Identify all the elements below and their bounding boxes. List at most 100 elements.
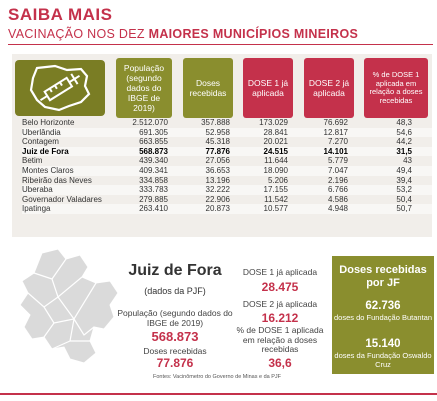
section-title: SAIBA MAIS (8, 5, 113, 24)
table-row-highlight: Juiz de Fora 568.873 77.876 24.515 14.101 31,… (22, 146, 432, 157)
table-row: Governador Valadares 279.885 22.906 11.542 4… (22, 195, 432, 205)
dose2-cell: 2.196 (327, 175, 348, 185)
dose2-cell: 12.817 (323, 127, 348, 137)
city-cell: Betim (22, 156, 43, 166)
subtitle-bold: MAIORES MUNICÍPIOS MINEIROS (148, 27, 359, 41)
pop-cell: 439.340 (139, 156, 168, 166)
jf-pct-value: 36,6 (268, 356, 292, 370)
table-row: Ribeirão das Neves 334.858 13.196 5.206 2.19… (22, 176, 432, 186)
doses-received-box: Doses recebidas por JF 62.736 doses do F… (332, 256, 434, 374)
doses-box-title: Doses recebidas por JF (339, 264, 427, 289)
fiocruz-label: doses da Fundação Oswaldo Cruz (334, 351, 432, 369)
pop-cell: 263.410 (139, 204, 168, 214)
jf-source: (dados da PJF) (144, 286, 206, 296)
pop-cell: 409.341 (139, 165, 168, 175)
jf-dose2-value: 16.212 (261, 311, 299, 325)
dose1-cell: 10.577 (263, 204, 288, 214)
city-cell: Juiz de Fora (22, 146, 69, 156)
footer-source: Fontes: Vacinômetro do Governo de Minas … (153, 374, 281, 380)
pct-cell: 53,2 (396, 185, 412, 195)
city-cell: Uberlândia (22, 127, 61, 137)
pct-cell: 39,4 (396, 175, 412, 185)
table-row: Betim 439.340 27.056 11.644 5.779 43 (22, 156, 432, 166)
dose1-cell: 5.206 (267, 175, 288, 185)
doses-cell: 77.876 (205, 146, 230, 156)
doses-cell: 357.888 (201, 118, 230, 127)
pct-cell: 50,7 (396, 204, 412, 214)
doses-cell: 22.906 (205, 194, 230, 204)
pct-cell: 54,6 (396, 127, 412, 137)
col-header-dose2: DOSE 2 já aplicada (304, 58, 354, 118)
dose2-cell: 7.270 (327, 137, 348, 147)
pct-cell: 44,2 (396, 137, 412, 147)
dose1-cell: 11.542 (264, 194, 288, 204)
table-row: Belo Horizonte 2.512.070 357.888 173.029 76.… (22, 118, 432, 128)
pop-cell: 334.858 (139, 175, 168, 185)
pop-cell: 691.305 (139, 127, 168, 137)
pct-cell: 43 (403, 156, 412, 166)
pct-cell: 31,5 (396, 146, 412, 156)
table-row: Contagem 663.855 45.318 20.021 7.270 44,2 (22, 137, 432, 147)
pop-cell: 279.885 (139, 194, 168, 204)
pct-cell: 50,4 (396, 194, 412, 204)
pop-cell: 333.783 (139, 185, 168, 195)
dose2-cell: 76.692 (323, 118, 348, 127)
dose2-cell: 14.101 (323, 146, 348, 156)
doses-cell: 52.958 (205, 127, 230, 137)
doses-cell: 32.222 (205, 185, 230, 195)
dose1-cell: 24.515 (263, 146, 288, 156)
col-header-population: População (segundo dados do IBGE de 2019… (116, 58, 172, 118)
dose2-cell: 7.047 (327, 165, 348, 175)
city-cell: Uberaba (22, 185, 53, 195)
jf-dose2-label: DOSE 2 já aplicada (242, 299, 318, 309)
juiz-de-fora-map (14, 245, 124, 370)
dose1-cell: 17.155 (263, 185, 288, 195)
dose2-cell: 6.766 (327, 185, 348, 195)
col-header-pct: % de DOSE 1 aplicada em relação a doses … (364, 58, 428, 118)
jf-dose1-label: DOSE 1 já aplicada (242, 267, 318, 277)
subtitle-prefix: VACINAÇÃO NOS DEZ (8, 27, 149, 41)
jf-doses-label: Doses recebidas (143, 346, 207, 356)
table-row: Ipatinga 263.410 20.873 10.577 4.948 50,7 (22, 204, 432, 214)
table-row: Montes Claros 409.341 36.653 18.090 7.047 49,… (22, 165, 432, 176)
pct-cell: 48,3 (396, 118, 412, 127)
pop-cell: 568.873 (139, 146, 168, 156)
city-cell: Ribeirão das Neves (22, 175, 92, 185)
city-cell: Belo Horizonte (22, 118, 75, 127)
minas-gerais-syringe-icon (15, 60, 105, 116)
butantan-label: doses do Fundação Butantan (334, 313, 432, 322)
jf-population-label: População (segundo dados do IBGE de 2019… (117, 308, 233, 328)
table-row: Uberlândia 691.305 52.958 28.841 12.817 54,6 (22, 127, 432, 138)
section-subtitle: VACINAÇÃO NOS DEZ MAIORES MUNICÍPIOS MIN… (8, 27, 358, 41)
col-header-dose1: DOSE 1 já aplicada (243, 58, 293, 118)
bottom-divider (0, 393, 437, 395)
dose2-cell: 5.779 (327, 156, 348, 166)
table-row: Uberaba 333.783 32.222 17.155 6.766 53,2 (22, 185, 432, 195)
col-header-doses: Doses recebidas (183, 58, 233, 118)
doses-cell: 20.873 (205, 204, 230, 214)
dose1-cell: 20.021 (263, 137, 288, 147)
doses-cell: 36.653 (205, 165, 230, 175)
city-cell: Governador Valadares (22, 194, 102, 204)
city-cell: Contagem (22, 137, 59, 147)
dose1-cell: 28.841 (263, 127, 288, 137)
dose1-cell: 11.644 (264, 156, 288, 166)
jf-pct-label: % de DOSE 1 aplicada em relação a doses … (236, 325, 324, 354)
jf-population-value: 568.873 (151, 329, 199, 344)
data-table: Belo Horizonte 2.512.070 357.888 173.029 76.… (22, 118, 432, 214)
dose2-cell: 4.948 (327, 204, 348, 214)
jf-dose1-value: 28.475 (261, 280, 299, 294)
jf-doses-value: 77.876 (156, 356, 194, 370)
doses-cell: 45.318 (205, 137, 230, 147)
jf-title: Juiz de Fora (128, 262, 222, 279)
dose2-cell: 4.586 (327, 194, 348, 204)
city-cell: Montes Claros (22, 165, 74, 175)
doses-cell: 27.056 (205, 156, 230, 166)
pop-cell: 663.855 (139, 137, 168, 147)
title-divider (8, 44, 433, 45)
pop-cell: 2.512.070 (132, 118, 168, 127)
city-cell: Ipatinga (22, 204, 51, 214)
fiocruz-value: 15.140 (365, 338, 401, 350)
butantan-value: 62.736 (365, 300, 401, 312)
doses-cell: 13.196 (205, 175, 230, 185)
